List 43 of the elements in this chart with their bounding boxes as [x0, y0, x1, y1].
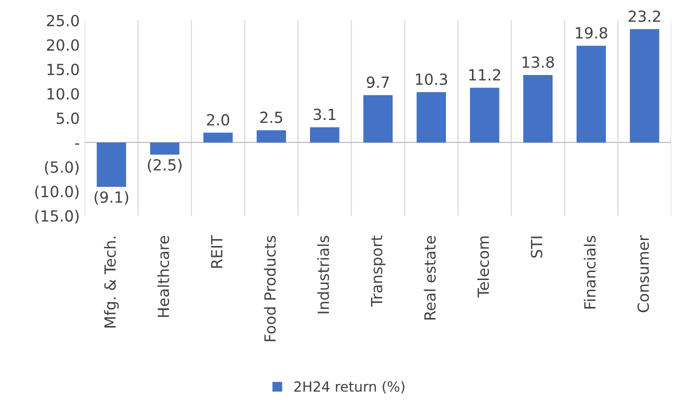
- x-tick-label: Real estate: [424, 236, 436, 320]
- x-tick-label: Telecom: [477, 236, 490, 298]
- data-label: 2.0: [207, 114, 230, 126]
- data-label: 13.8: [522, 56, 554, 68]
- data-label: (2.5): [148, 158, 182, 172]
- bar: [470, 88, 500, 142]
- data-label: (9.1): [94, 191, 128, 205]
- bar: [150, 142, 180, 155]
- bar: [630, 29, 660, 142]
- y-tick-label: (5.0): [44, 161, 79, 175]
- y-tick-label: (15.0): [35, 210, 79, 224]
- y-tick-label: 20.0: [46, 39, 79, 51]
- data-label: 23.2: [628, 10, 660, 22]
- x-tick-label: Mfg. & Tech.: [104, 236, 119, 328]
- data-label: 10.3: [416, 73, 448, 86]
- data-label: 11.2: [469, 69, 500, 80]
- x-tick-label: Food Products: [264, 236, 276, 342]
- bar: [96, 142, 126, 187]
- x-tick-label: Transport: [371, 236, 386, 307]
- data-label: 2.5: [260, 112, 282, 124]
- bar: [523, 75, 553, 142]
- x-tick-label: Financials: [584, 236, 596, 309]
- y-tick-label: 15.0: [48, 64, 79, 76]
- y-tick-label: -: [75, 143, 80, 145]
- bar: [256, 130, 286, 142]
- y-tick-label: (10.0): [35, 186, 79, 200]
- data-label: 3.1: [314, 108, 336, 120]
- legend-label: 2H24 return (%): [294, 381, 404, 394]
- data-label: 19.8: [576, 27, 608, 39]
- bar: [416, 92, 446, 142]
- bar: [363, 95, 393, 142]
- x-tick-label: Industrials: [317, 236, 330, 314]
- x-tick-label: STI: [530, 236, 542, 258]
- x-tick-label: Healthcare: [157, 236, 170, 317]
- bar: [310, 127, 340, 142]
- y-tick-label: 10.0: [48, 88, 79, 100]
- x-tick-label: REIT: [211, 235, 222, 268]
- bar: [576, 46, 606, 142]
- y-tick-label: 25.0: [46, 14, 79, 26]
- data-label: 9.7: [366, 76, 389, 88]
- bar: [203, 132, 233, 142]
- y-tick-label: 5.0: [56, 112, 79, 124]
- x-tick-label: Consumer: [637, 235, 649, 312]
